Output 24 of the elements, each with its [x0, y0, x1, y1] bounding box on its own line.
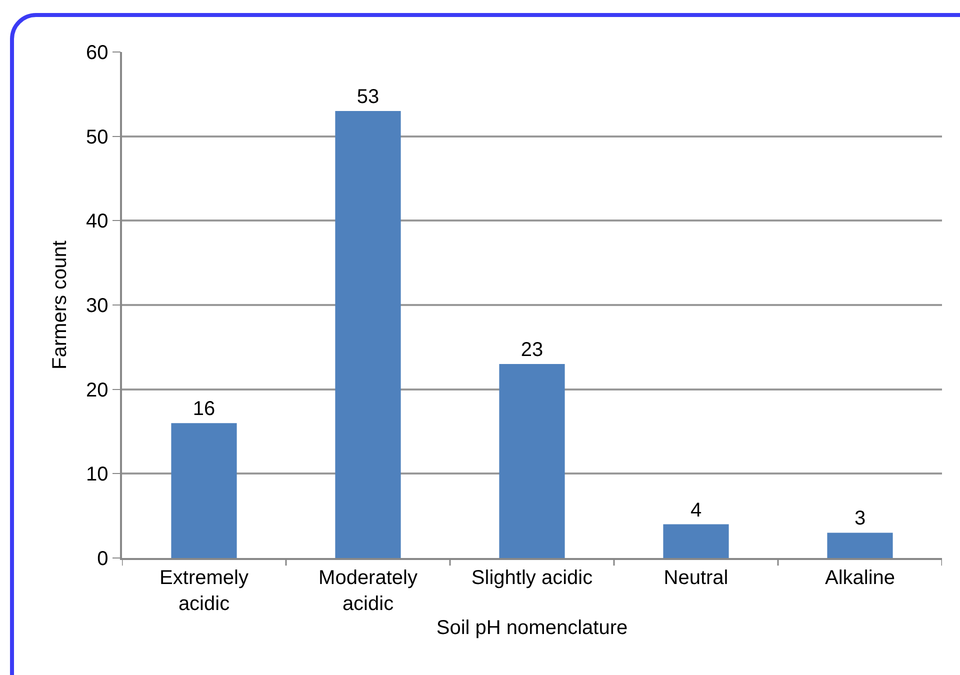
data-label: 3: [854, 508, 866, 530]
x-tick-label: Neutral: [664, 566, 728, 589]
x-tick-label: Extremely acidic: [160, 566, 248, 615]
x-tick-label: Slightly acidic: [471, 566, 593, 589]
y-tick-label: 60: [86, 42, 108, 64]
data-label: 23: [520, 339, 544, 362]
y-tick-label: 40: [86, 210, 108, 233]
bar: [663, 524, 729, 558]
x-tick-label: Alkaline: [824, 566, 896, 589]
y-tick-label: 50: [86, 126, 108, 148]
y-tick-label: 10: [86, 464, 108, 486]
y-tick-label: 20: [86, 379, 108, 402]
data-label: 4: [690, 499, 702, 522]
bar: [499, 364, 565, 558]
x-tick-label: Moderately acidic: [318, 566, 418, 615]
bar: [827, 532, 893, 558]
y-axis-title: Farmers count: [49, 240, 71, 370]
bar: [171, 423, 237, 558]
data-label: 16: [192, 398, 216, 420]
bar: [335, 111, 401, 558]
y-tick-label: 0: [97, 548, 108, 570]
data-label: 53: [356, 86, 380, 108]
y-tick-label: 30: [86, 295, 108, 317]
x-axis-title: Soil pH nomenclature: [436, 616, 628, 639]
